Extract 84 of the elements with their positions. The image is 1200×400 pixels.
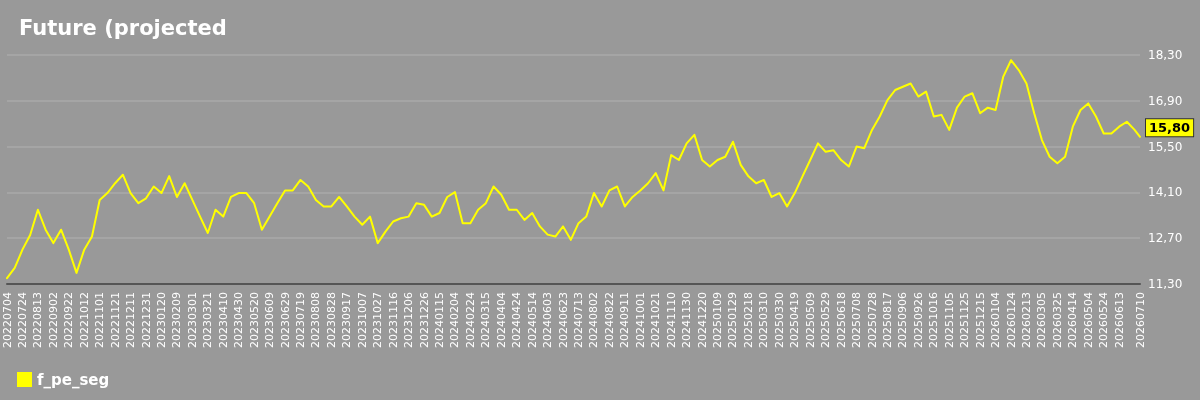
x-tick-label: 20260414 — [1066, 292, 1080, 348]
y-tick-label: 18,30 — [1148, 48, 1183, 62]
y-tick-label: 11,30 — [1148, 277, 1183, 291]
x-tick-label: 20230120 — [154, 292, 168, 348]
x-tick-label: 20230321 — [201, 292, 215, 348]
x-tick-label: 20231027 — [371, 292, 385, 348]
x-tick-label: 20230430 — [232, 292, 246, 348]
x-tick-label: 20250218 — [741, 292, 755, 348]
x-tick-label: 20251105 — [942, 292, 956, 348]
x-tick-label: 20240822 — [602, 292, 616, 348]
x-tick-label: 20260710 — [1133, 292, 1147, 348]
x-tick-label: 20240603 — [541, 292, 555, 348]
x-tick-label: 20241110 — [664, 292, 678, 348]
x-tick-label: 20241220 — [695, 292, 709, 348]
x-tick-label: 20221121 — [108, 292, 122, 348]
x-tick-label: 20221211 — [124, 292, 138, 348]
x-tick-label: 20260613 — [1112, 292, 1126, 348]
x-tick-label: 20221231 — [139, 292, 153, 348]
x-tick-label: 20250926 — [911, 292, 925, 348]
x-tick-label: 20230917 — [340, 292, 354, 348]
x-tick-label: 20230719 — [293, 292, 307, 348]
x-tick-label: 20220922 — [62, 292, 76, 348]
x-tick-label: 20230209 — [170, 292, 184, 348]
x-tick-label: 20221012 — [77, 292, 91, 348]
x-tick-label: 20250330 — [772, 292, 786, 348]
x-tick-label: 20250728 — [865, 292, 879, 348]
x-tick-label: 20230410 — [216, 292, 230, 348]
x-tick-label: 20230609 — [263, 292, 277, 348]
x-tick-label: 20230520 — [247, 292, 261, 348]
y-tick-label: 16,90 — [1148, 93, 1183, 108]
x-tick-label: 20231116 — [386, 292, 400, 348]
x-tick-label: 20230808 — [309, 292, 323, 348]
x-tick-label: 20230828 — [324, 292, 338, 348]
x-tick-label: 20231007 — [355, 292, 369, 348]
x-tick-label: 20251016 — [927, 292, 941, 348]
line-series — [6, 59, 1141, 280]
x-tick-label: 20250708 — [850, 292, 864, 348]
x-tick-label: 20241021 — [649, 292, 663, 348]
x-tick-label: 20241001 — [633, 292, 647, 348]
x-tick-label: 20220704 — [0, 292, 14, 348]
y-tick-label: 15,50 — [1148, 139, 1183, 154]
x-tick-label: 20220813 — [31, 292, 45, 348]
x-tick-label: 20260524 — [1097, 292, 1111, 348]
x-tick-label: 20231226 — [417, 292, 431, 348]
x-tick-label: 20250509 — [803, 292, 817, 348]
x-tick-label: 20250618 — [834, 292, 848, 348]
x-tick-label: 20250129 — [726, 292, 740, 348]
x-tick-label: 20260104 — [989, 292, 1003, 348]
x-tick-label: 20250906 — [896, 292, 910, 348]
x-tick-label: 20241130 — [680, 292, 694, 348]
x-tick-label: 20251125 — [958, 292, 972, 348]
y-tick-label: 14,10 — [1148, 185, 1183, 200]
x-tick-label: 20240802 — [587, 292, 601, 348]
x-tick-label: 20260325 — [1050, 292, 1064, 348]
y-tick-label: 12,70 — [1148, 231, 1183, 246]
x-tick-label: 20260124 — [1004, 292, 1018, 348]
x-tick-label: 20250817 — [880, 292, 894, 348]
x-tick-label: 20240713 — [572, 292, 586, 348]
x-tick-label: 20221101 — [93, 292, 107, 348]
x-tick-label: 20230301 — [185, 292, 199, 348]
x-tick-label: 20240514 — [525, 292, 539, 348]
x-tick-label: 20240224 — [463, 292, 477, 348]
x-tick-label: 20250310 — [757, 292, 771, 348]
chart-title: Future (projected — [19, 15, 227, 40]
x-tick-label: 20251215 — [973, 292, 987, 348]
x-tick-label: 20250529 — [819, 292, 833, 348]
x-tick-label: 20230629 — [278, 292, 292, 348]
x-tick-label: 20240911 — [618, 292, 632, 348]
annotation: 15,80 — [1149, 120, 1191, 136]
x-tick-label: 20260305 — [1035, 292, 1049, 348]
x-tick-label: 20250419 — [788, 292, 802, 348]
x-tick-label: 20240404 — [494, 292, 508, 348]
x-tick-label: 20231206 — [402, 292, 416, 348]
x-tick-label: 20240424 — [510, 292, 524, 348]
x-tick-label: 20250109 — [711, 292, 725, 348]
x-tick-label: 20260504 — [1081, 292, 1095, 348]
x-tick-label: 20240315 — [479, 292, 493, 348]
legend-label: f_pe_seg — [37, 370, 110, 389]
x-tick-label: 20240115 — [433, 292, 446, 348]
x-tick-label: 20240204 — [448, 292, 462, 348]
x-tick-label: 20240623 — [556, 292, 570, 348]
x-tick-label: 20220902 — [46, 292, 60, 348]
x-tick-label: 20220724 — [15, 292, 29, 348]
x-tick-label: 20260213 — [1019, 292, 1033, 348]
